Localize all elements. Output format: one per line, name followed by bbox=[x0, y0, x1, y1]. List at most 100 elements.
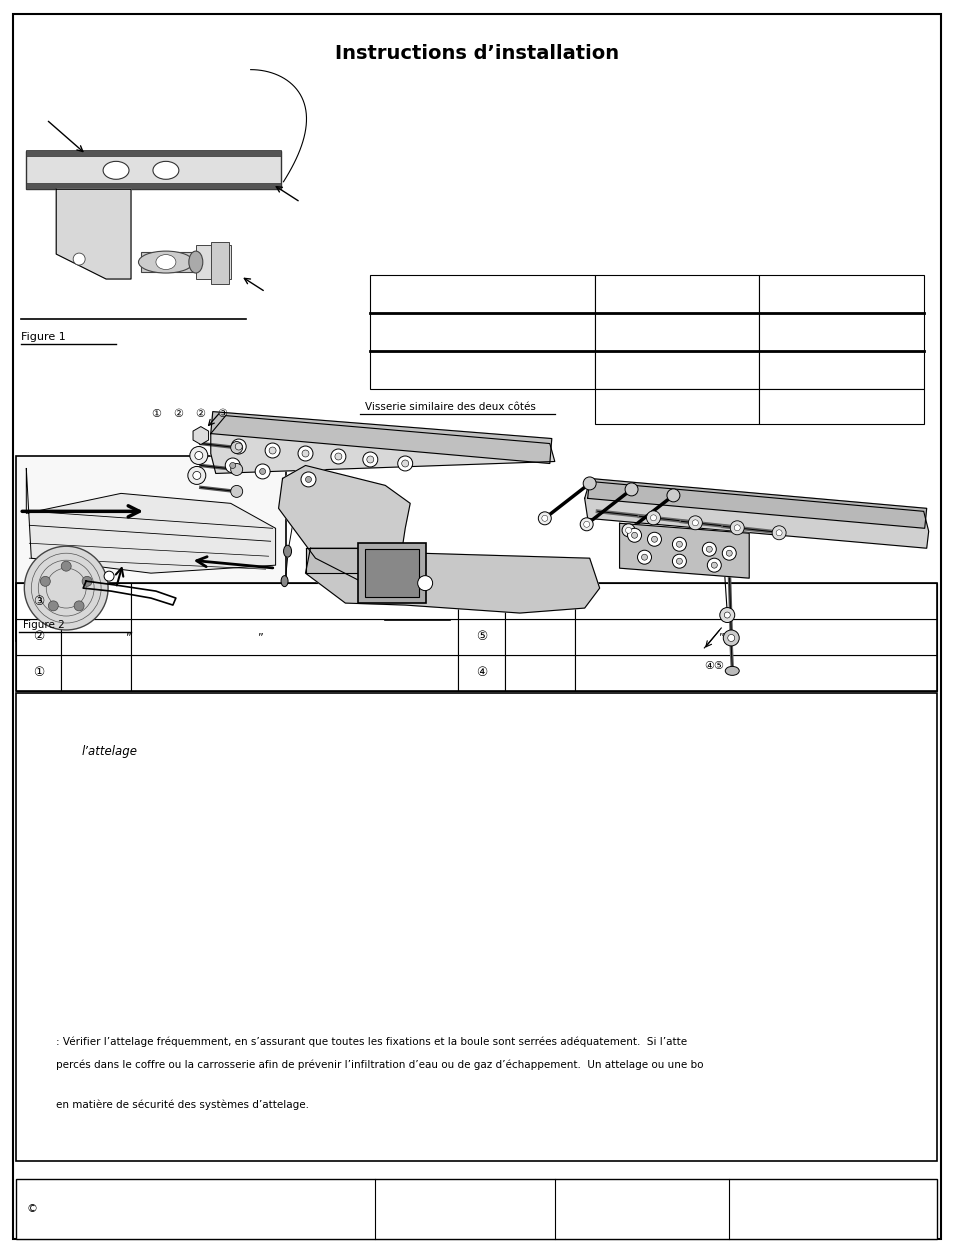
Bar bbox=[594, 351, 759, 388]
Circle shape bbox=[188, 466, 206, 485]
Circle shape bbox=[541, 515, 547, 521]
Text: l’attelage: l’attelage bbox=[81, 744, 137, 758]
Bar bbox=[457, 655, 504, 690]
Text: : Vérifier l’attelage fréquemment, en s’assurant que toutes les fixations et la : : Vérifier l’attelage fréquemment, en s’… bbox=[56, 1036, 686, 1046]
Bar bbox=[131, 655, 457, 690]
Bar bbox=[16, 693, 936, 1162]
Bar bbox=[594, 313, 759, 351]
Circle shape bbox=[621, 524, 635, 536]
Bar bbox=[16, 583, 61, 619]
Circle shape bbox=[335, 454, 341, 460]
Circle shape bbox=[624, 482, 638, 496]
Text: ③: ③ bbox=[33, 595, 45, 608]
Circle shape bbox=[367, 456, 374, 462]
Bar bbox=[131, 619, 457, 655]
Circle shape bbox=[301, 472, 315, 487]
Bar bbox=[27, 183, 280, 189]
Bar bbox=[61, 655, 131, 690]
Text: ”: ” bbox=[256, 632, 262, 642]
Bar bbox=[594, 388, 759, 424]
Circle shape bbox=[417, 575, 432, 590]
Bar bbox=[594, 274, 759, 313]
Circle shape bbox=[104, 571, 114, 581]
Bar bbox=[504, 619, 574, 655]
Circle shape bbox=[676, 541, 681, 548]
Circle shape bbox=[705, 546, 712, 553]
Bar bbox=[759, 351, 923, 388]
Circle shape bbox=[579, 517, 593, 531]
Bar bbox=[358, 544, 426, 603]
Bar bbox=[16, 583, 936, 690]
Circle shape bbox=[82, 576, 91, 586]
Ellipse shape bbox=[155, 254, 175, 269]
Bar bbox=[759, 388, 923, 424]
Text: ③: ③ bbox=[216, 408, 227, 419]
Text: ②: ② bbox=[172, 408, 183, 419]
Circle shape bbox=[727, 634, 734, 642]
Polygon shape bbox=[211, 416, 555, 474]
Circle shape bbox=[231, 441, 242, 454]
Bar bbox=[27, 152, 280, 189]
Circle shape bbox=[692, 520, 698, 526]
Bar bbox=[16, 619, 61, 655]
Circle shape bbox=[701, 543, 716, 556]
Bar bbox=[370, 351, 594, 388]
Circle shape bbox=[734, 525, 740, 531]
Circle shape bbox=[688, 516, 701, 530]
Bar bbox=[504, 583, 574, 619]
Text: Instructions d’installation: Instructions d’installation bbox=[335, 44, 618, 63]
Bar bbox=[61, 583, 131, 619]
Polygon shape bbox=[27, 469, 275, 573]
Bar bbox=[141, 252, 195, 272]
Bar bbox=[574, 655, 936, 690]
Circle shape bbox=[647, 533, 660, 546]
Circle shape bbox=[583, 521, 589, 528]
Circle shape bbox=[297, 446, 313, 461]
Circle shape bbox=[231, 464, 242, 475]
Circle shape bbox=[231, 485, 242, 497]
Text: Figure 2: Figure 2 bbox=[23, 620, 65, 630]
Bar bbox=[457, 583, 504, 619]
Polygon shape bbox=[305, 549, 370, 573]
Ellipse shape bbox=[724, 667, 739, 675]
Circle shape bbox=[725, 550, 732, 556]
Circle shape bbox=[625, 528, 631, 534]
Ellipse shape bbox=[103, 162, 129, 179]
Bar bbox=[365, 549, 418, 598]
Text: percés dans le coffre ou la carrosserie afin de prévenir l’infiltration d’eau ou: percés dans le coffre ou la carrosserie … bbox=[56, 1059, 703, 1070]
Circle shape bbox=[640, 554, 647, 560]
Circle shape bbox=[40, 576, 51, 586]
Bar bbox=[27, 150, 280, 157]
Polygon shape bbox=[587, 479, 925, 529]
Circle shape bbox=[49, 601, 58, 611]
Text: ①: ① bbox=[151, 408, 161, 419]
Text: ①: ① bbox=[33, 667, 45, 679]
Text: ②: ② bbox=[194, 408, 205, 419]
Circle shape bbox=[722, 630, 739, 647]
Circle shape bbox=[537, 511, 551, 525]
Text: ④⑤: ④⑤ bbox=[703, 660, 723, 670]
Bar bbox=[211, 242, 229, 284]
Circle shape bbox=[706, 558, 720, 573]
Polygon shape bbox=[56, 189, 131, 279]
Circle shape bbox=[771, 526, 785, 540]
Circle shape bbox=[331, 449, 346, 464]
Circle shape bbox=[269, 447, 275, 454]
Circle shape bbox=[73, 253, 85, 266]
Circle shape bbox=[194, 451, 203, 460]
Circle shape bbox=[74, 601, 84, 611]
Ellipse shape bbox=[152, 162, 178, 179]
Text: ”: ” bbox=[718, 632, 723, 642]
Bar bbox=[574, 619, 936, 655]
Text: ⑤: ⑤ bbox=[476, 630, 487, 644]
Circle shape bbox=[646, 511, 659, 525]
Ellipse shape bbox=[281, 575, 288, 586]
Circle shape bbox=[711, 563, 717, 568]
Bar bbox=[16, 1179, 936, 1239]
Circle shape bbox=[265, 444, 280, 459]
Circle shape bbox=[676, 558, 681, 564]
Ellipse shape bbox=[138, 251, 193, 273]
Circle shape bbox=[631, 533, 637, 539]
Text: ”: ” bbox=[125, 632, 131, 642]
Circle shape bbox=[723, 611, 729, 618]
